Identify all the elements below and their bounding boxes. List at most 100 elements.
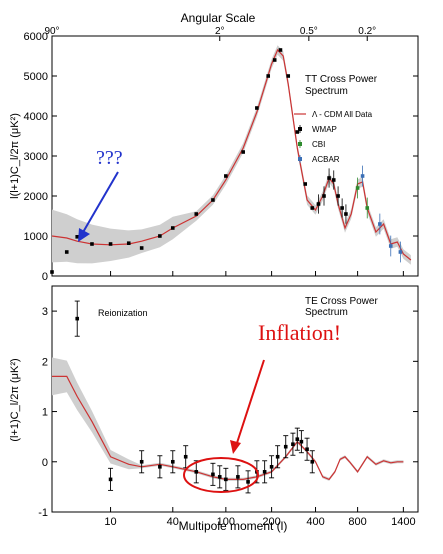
inflation-annotation: Inflation! xyxy=(183,320,341,493)
te-y-tick-label: -1 xyxy=(38,507,48,519)
top-tick-label: 0.5° xyxy=(300,26,318,37)
inflation-text: Inflation! xyxy=(258,320,341,345)
legend-marker-acbar xyxy=(298,157,302,161)
tt-data-point xyxy=(286,74,291,78)
te-y-tick-label: 2 xyxy=(42,356,48,368)
top-tick-label: 0.2° xyxy=(358,26,376,37)
legend-label-cbi: CBI xyxy=(312,140,325,149)
tt-data-point xyxy=(360,174,365,178)
te-data-point xyxy=(211,472,215,477)
te-data-point xyxy=(269,465,274,469)
tt-legend: Λ - CDM All Data WMAP CBI ACBAR xyxy=(294,110,373,164)
tt-data-point xyxy=(398,250,403,254)
te-data-point xyxy=(275,454,280,459)
te-data-point xyxy=(194,470,199,474)
te-title-line-1: TE Cross Power xyxy=(305,296,378,307)
te-x-tick-label: 800 xyxy=(348,516,366,528)
te-data-point xyxy=(170,459,175,464)
tt-panel: 0 1000 2000 3000 4000 5000 6000 l(l+1)C_l/2π (… xyxy=(9,31,419,283)
tt-title-line-2: Spectrum xyxy=(305,86,348,97)
legend-label-lcdm: Λ - CDM All Data xyxy=(312,110,373,119)
tt-series-layer xyxy=(50,45,412,274)
te-data-point xyxy=(283,444,288,449)
tt-y-tick-label: 6000 xyxy=(24,31,48,43)
te-data-point xyxy=(310,459,315,464)
tt-y-tick-label: 5000 xyxy=(24,71,48,83)
tt-data-point xyxy=(90,242,94,246)
tt-data-point xyxy=(344,212,348,216)
tt-data-point xyxy=(170,226,175,230)
tt-data-point xyxy=(295,130,300,134)
tt-y-tick-label: 1000 xyxy=(24,231,48,243)
inflation-arrow-head xyxy=(230,440,241,454)
te-data-point xyxy=(295,437,300,441)
te-data-point xyxy=(183,454,188,459)
te-x-tick-label: 200 xyxy=(262,516,280,528)
te-x-tick-label: 100 xyxy=(217,516,235,528)
question-arrow-head xyxy=(78,228,90,242)
te-y-tick-label: 1 xyxy=(42,407,48,419)
tt-data-point xyxy=(108,242,113,246)
tt-title-line-1: TT Cross Power xyxy=(305,74,378,85)
te-data-point xyxy=(75,316,80,321)
tt-data-point xyxy=(64,250,69,254)
tt-data-point xyxy=(355,186,360,190)
te-data-point xyxy=(108,477,113,482)
te-series-layer xyxy=(52,300,404,494)
tt-data-point xyxy=(194,212,199,216)
te-data-point xyxy=(224,477,228,482)
tt-data-point xyxy=(50,270,54,274)
tt-data-point xyxy=(241,150,245,154)
te-plot-frame xyxy=(51,285,419,513)
tt-data-point xyxy=(327,176,331,180)
legend-marker-cbi xyxy=(298,142,302,146)
top-tick-label: 2° xyxy=(215,26,225,37)
tt-y-tick-label: 3000 xyxy=(24,151,48,163)
question-marks-text: ??? xyxy=(96,147,123,169)
te-model-curve xyxy=(52,375,404,481)
inflation-arrow-shaft xyxy=(235,359,265,447)
tt-bottom-ticks xyxy=(110,271,404,276)
tt-data-point xyxy=(303,182,308,186)
top-tick-label: 90° xyxy=(44,26,59,37)
te-data-point xyxy=(236,475,240,479)
question-annotation: ??? xyxy=(78,147,123,242)
top-axis-label: Angular Scale xyxy=(181,11,256,25)
te-y-ticks: -1 0 1 2 3 xyxy=(38,306,418,519)
tt-data-point xyxy=(340,206,344,210)
tt-data-point xyxy=(322,194,326,198)
legend-label-acbar: ACBAR xyxy=(312,155,340,164)
tt-data-point xyxy=(126,241,131,245)
te-data-point xyxy=(158,465,162,469)
te-x-ticks: 10 40 100 200 400 800 1400 xyxy=(104,507,416,528)
tt-data-point xyxy=(336,194,340,198)
tt-data-point xyxy=(75,235,80,239)
tt-data-point xyxy=(158,234,162,238)
tt-ylabel: l(l+1)C_l/2π (μK²) xyxy=(9,113,21,199)
te-y-tick-label: 3 xyxy=(42,306,48,318)
te-data-point xyxy=(299,439,304,444)
tt-data-point xyxy=(278,48,283,52)
tt-y-ticks: 0 1000 2000 3000 4000 5000 6000 xyxy=(24,31,418,283)
reionization-label: Reionization xyxy=(98,308,148,318)
te-data-point xyxy=(291,442,295,446)
tt-data-point xyxy=(211,198,215,202)
legend-label-wmap: WMAP xyxy=(312,125,337,134)
te-x-tick-label: 400 xyxy=(306,516,324,528)
tt-y-tick-label: 4000 xyxy=(24,111,48,123)
te-data-point xyxy=(305,447,309,452)
tt-data-point xyxy=(310,206,315,210)
te-y-tick-label: 0 xyxy=(42,457,48,469)
question-arrow-shaft xyxy=(81,171,119,235)
te-x-tick-label: 1400 xyxy=(391,516,415,528)
te-ylabel: (l+1)C_l/2π (μK²) xyxy=(9,358,21,441)
tt-data-point xyxy=(388,244,393,248)
te-xlabel: Multipole moment (l) xyxy=(179,519,288,533)
tt-data-point xyxy=(224,174,228,178)
te-data-point xyxy=(217,475,222,479)
top-tick-labels: 90° 2° 0.5° 0.2° xyxy=(44,26,376,41)
tt-data-point xyxy=(378,222,382,226)
te-x-tick-label: 10 xyxy=(104,516,116,528)
legend-marker-wmap xyxy=(298,127,302,131)
